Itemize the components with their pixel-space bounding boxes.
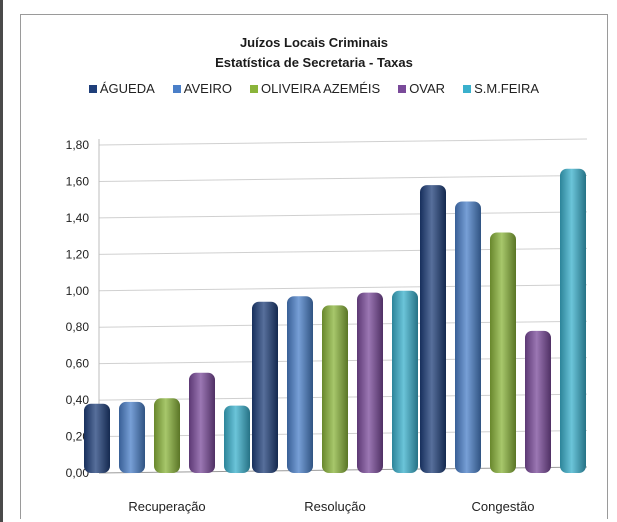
y-tick-label: 1,20 — [66, 247, 90, 261]
legend-item-oliveira-azemeis: OLIVEIRA AZEMÉIS — [249, 81, 381, 96]
y-tick-label: 0,20 — [66, 430, 90, 444]
bar — [455, 201, 481, 473]
category-label: Congestão — [472, 499, 535, 514]
y-tick-label: 0,80 — [66, 320, 90, 334]
gridline — [98, 174, 588, 182]
bars — [84, 168, 586, 474]
plot-area: 0,00 0,20 0,40 0,60 0,80 1,00 1,20 1,40 1,60 1,80… — [66, 138, 588, 514]
y-tick-label: 1,80 — [66, 138, 90, 152]
bar — [119, 401, 145, 473]
legend-label-ovar: OVAR — [409, 81, 446, 96]
legend-label-oliveira-azemeis: OLIVEIRA AZEMÉIS — [260, 81, 381, 96]
legend-swatch-agueda — [88, 84, 97, 93]
chart-title: Juízos Locais Criminais — [239, 35, 389, 50]
bar — [287, 296, 313, 473]
category-label: Resolução — [304, 499, 365, 514]
legend-swatch-aveiro — [172, 84, 181, 93]
bar — [224, 405, 250, 473]
y-tick-label: 0,60 — [66, 357, 90, 371]
bar — [560, 168, 586, 473]
legend-label-aveiro: AVEIRO — [183, 81, 232, 96]
y-tick-label: 1,40 — [66, 211, 90, 225]
legend-item-ovar: OVAR — [398, 81, 445, 96]
bar — [420, 185, 446, 474]
bar — [189, 372, 215, 473]
legend-item-sm-feira: S.M.FEIRA — [463, 81, 539, 96]
left-border-line — [0, 0, 3, 522]
y-tick-label: 1,60 — [66, 174, 90, 188]
y-tick-labels: 0,00 0,20 0,40 0,60 0,80 1,00 1,20 1,40 1,60 1,80 — [66, 138, 90, 480]
bar — [154, 398, 180, 473]
gridline — [98, 138, 588, 146]
legend-item-agueda: ÁGUEDA — [88, 81, 155, 96]
bar — [392, 290, 418, 473]
legend-swatch-sm-feira — [463, 84, 472, 93]
chart-subtitle: Estatística de Secretaria - Taxas — [215, 55, 413, 70]
bar — [252, 301, 278, 473]
gridline — [98, 211, 588, 219]
y-tick-label: 0,00 — [66, 466, 90, 480]
chart-frame: Juízos Locais Criminais Estatística de S… — [20, 14, 608, 519]
legend: ÁGUEDA AVEIRO OLIVEIRA AZEMÉIS OVAR S.M.… — [21, 81, 607, 96]
bar — [357, 292, 383, 473]
category-label: Recuperação — [128, 499, 205, 514]
bar — [525, 330, 551, 473]
legend-item-aveiro: AVEIRO — [172, 81, 232, 96]
bar — [322, 305, 348, 473]
legend-label-sm-feira: S.M.FEIRA — [474, 81, 540, 96]
bar — [84, 403, 110, 473]
y-tick-label: 0,40 — [66, 393, 90, 407]
legend-swatch-ovar — [398, 84, 407, 93]
category-labels: Recuperação Resolução Congestão — [128, 499, 534, 514]
y-tick-label: 1,00 — [66, 284, 90, 298]
legend-swatch-oliveira-azemeis — [249, 84, 258, 93]
bar — [490, 232, 516, 473]
legend-label-agueda: ÁGUEDA — [99, 81, 155, 96]
